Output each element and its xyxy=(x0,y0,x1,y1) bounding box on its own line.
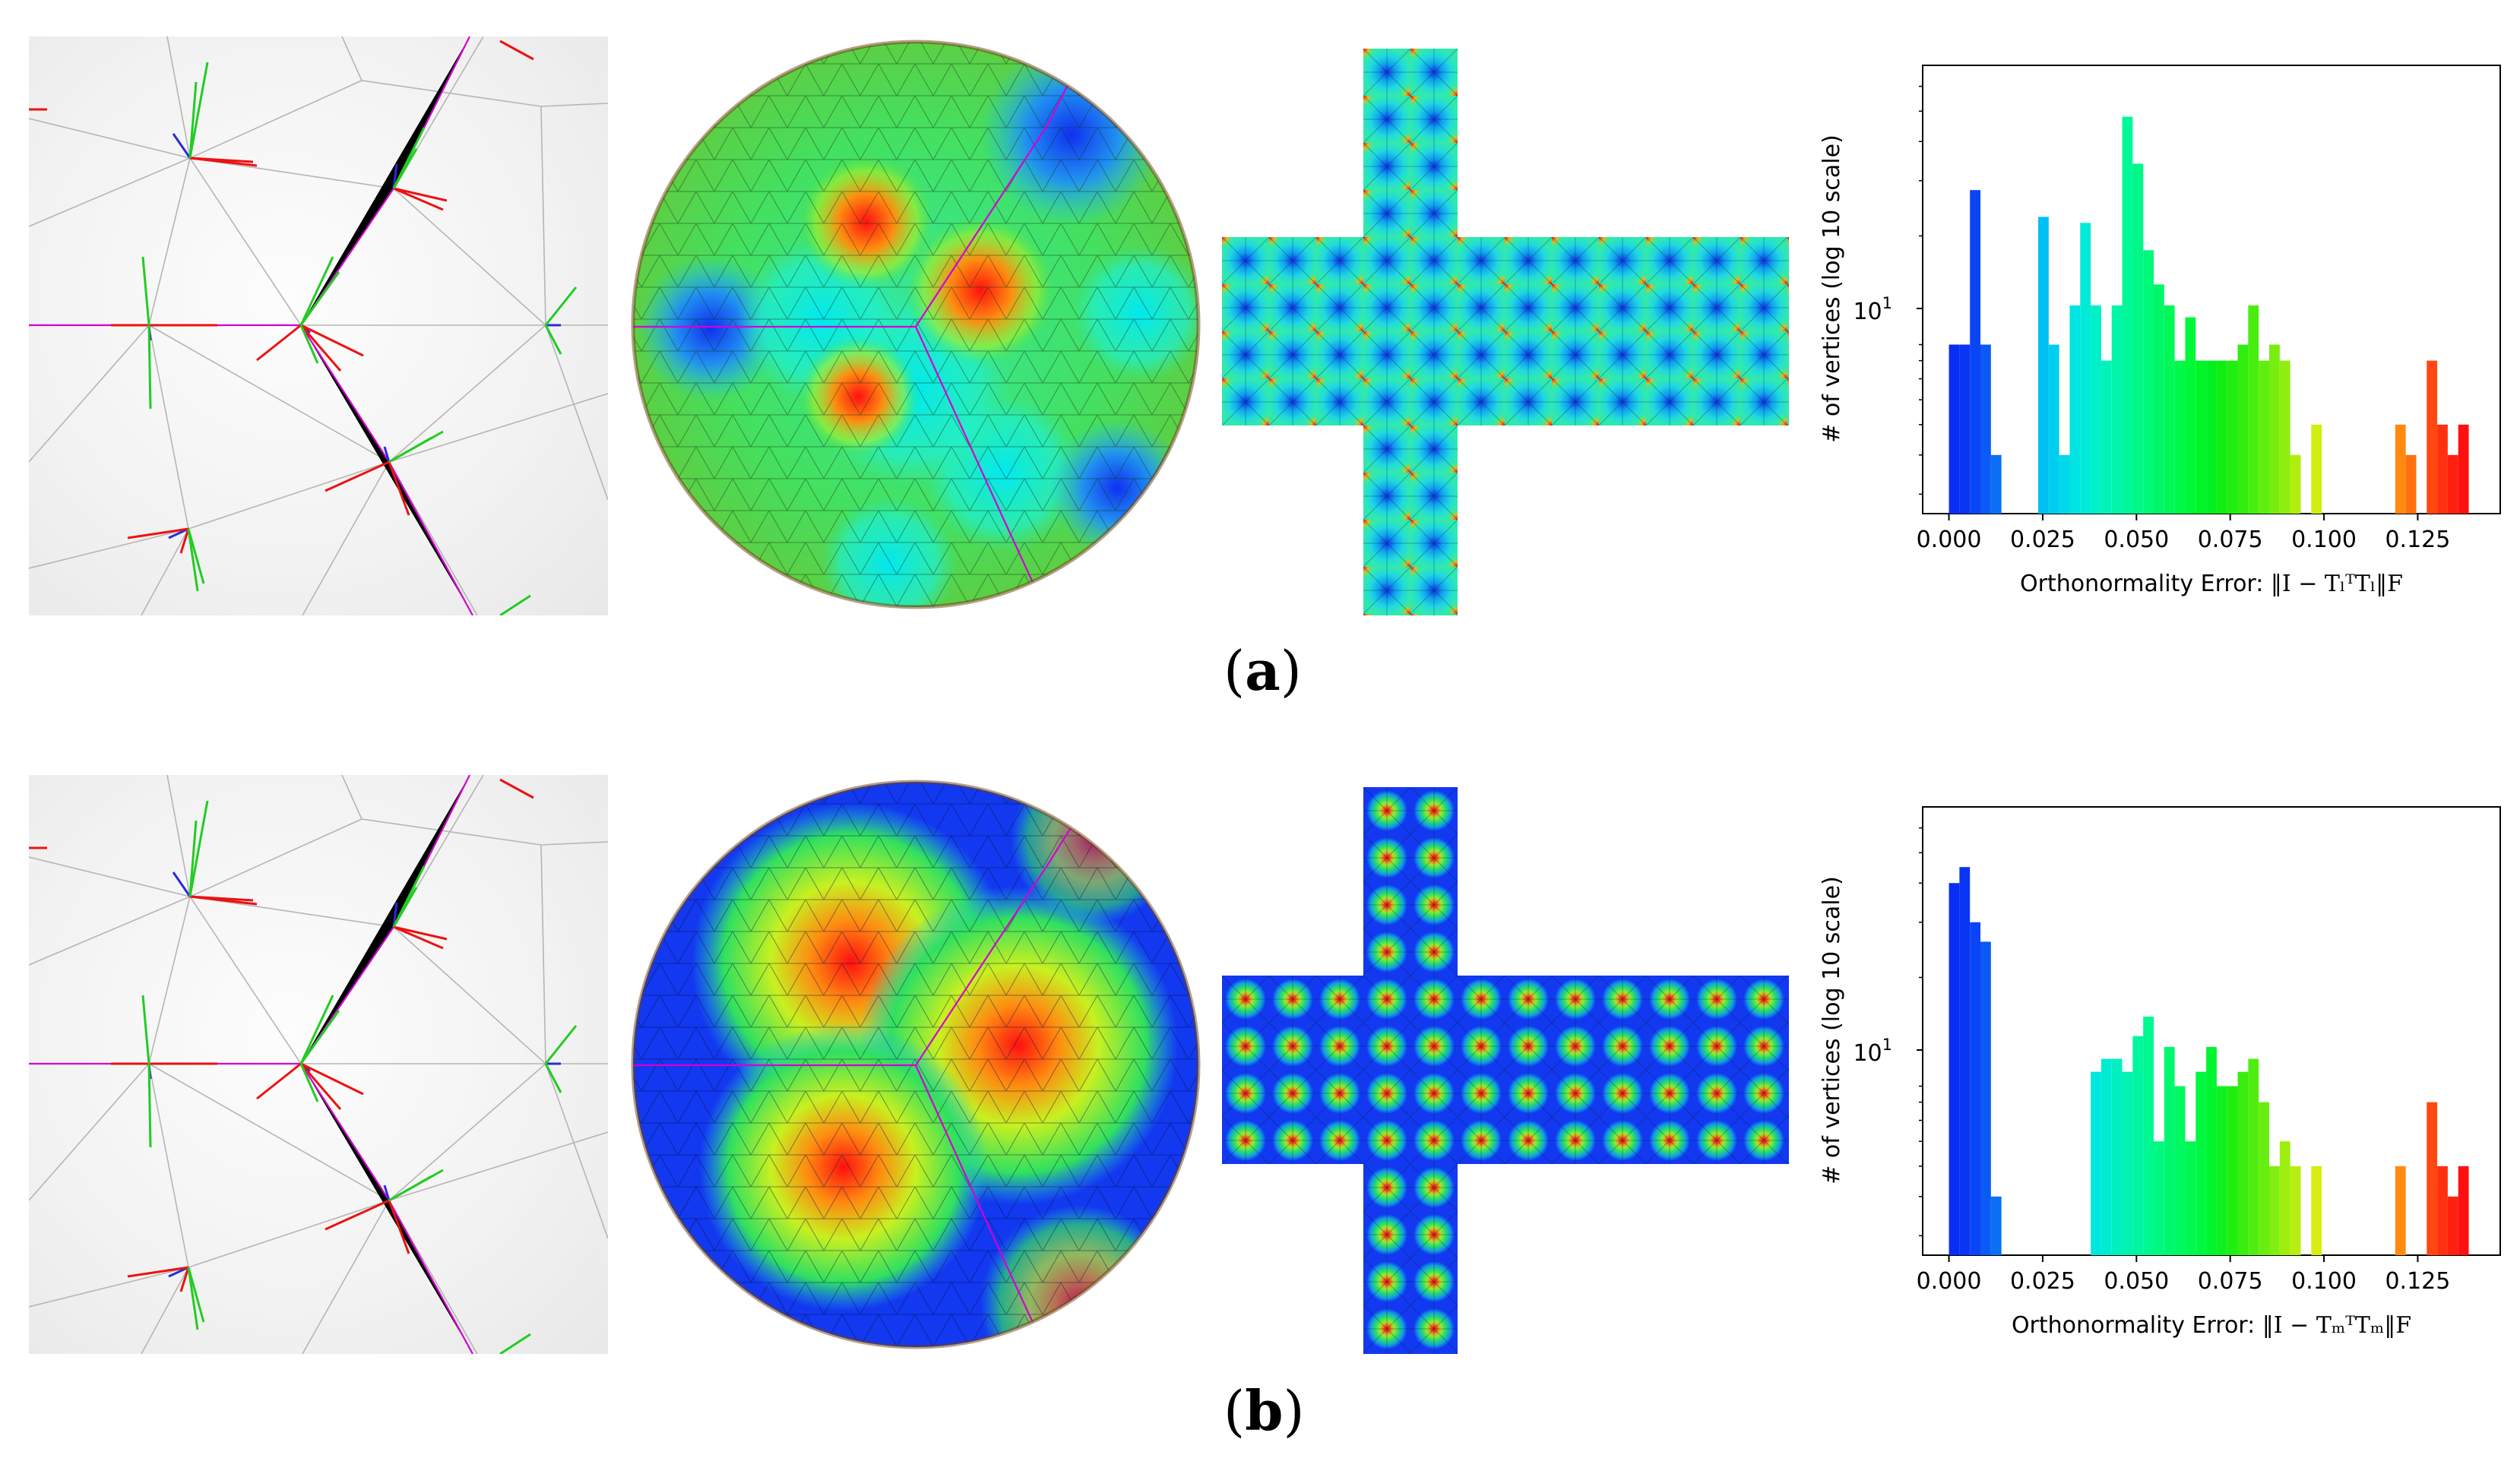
histogram-bar xyxy=(2216,360,2227,514)
histogram-bar xyxy=(2311,424,2322,514)
x-axis-label: Orthonormality Error: ‖I − TₘᵀTₘ‖F xyxy=(2012,1312,2411,1339)
histogram-bar xyxy=(2185,1141,2196,1255)
histogram-bar xyxy=(2216,1086,2227,1255)
histogram-bar xyxy=(2143,250,2154,514)
x-tick-label: 0.050 xyxy=(2104,1268,2169,1295)
x-tick-label: 0.025 xyxy=(2010,1268,2075,1295)
histogram-bar xyxy=(2447,454,2458,514)
histogram-bar xyxy=(2143,1016,2154,1255)
histogram-bar xyxy=(1990,454,2002,514)
histogram-bar xyxy=(2154,1141,2164,1255)
histogram-bar xyxy=(2038,217,2049,514)
histogram-bar xyxy=(2248,305,2259,514)
histogram-a: 0.000 0.025 0.050 0.075 0.100 0.125 101 # of … xyxy=(1809,53,2508,631)
histogram-bar xyxy=(2395,1166,2406,1255)
cube-unfolding-heatmap-a xyxy=(1222,49,1789,615)
histogram-bar xyxy=(2196,360,2207,514)
frame-field-view-b xyxy=(29,775,608,1354)
histogram-bar xyxy=(2174,1086,2186,1255)
histogram-bar xyxy=(1980,344,1991,514)
histogram-bar xyxy=(2111,1058,2123,1255)
histogram-bar xyxy=(1959,344,1971,514)
x-axis-label: Orthonormality Error: ‖I − TₗᵀTₗ‖F xyxy=(2020,571,2403,597)
y-tick-label: 101 xyxy=(1853,294,1892,325)
histogram-bar xyxy=(2269,1166,2280,1255)
histogram-bar xyxy=(1970,922,1980,1255)
histogram-bar xyxy=(2154,284,2164,514)
histogram-b: 0.000 0.025 0.050 0.075 0.100 0.125 101 # of … xyxy=(1809,795,2508,1372)
histogram-bar xyxy=(2237,1071,2249,1255)
histogram-bar xyxy=(2227,1086,2238,1255)
cube-unfolding-heatmap-b xyxy=(1222,787,1789,1354)
histogram-bar xyxy=(1949,344,1960,514)
caption-a: (a) xyxy=(1224,638,1302,703)
x-tick-label: 0.000 xyxy=(1917,1268,1982,1295)
x-tick-label: 0.075 xyxy=(2198,1268,2263,1295)
histogram-bar xyxy=(2458,424,2469,514)
histogram-bar xyxy=(2164,1046,2175,1255)
x-tick-label: 0.100 xyxy=(2291,527,2357,553)
histogram-bar xyxy=(1970,190,1980,514)
histogram-bar xyxy=(2290,454,2301,514)
histogram-bar xyxy=(2164,305,2175,514)
x-tick-label: 0.050 xyxy=(2104,527,2169,553)
histogram-bar xyxy=(1959,867,1971,1255)
histogram-bar xyxy=(2206,1046,2217,1255)
histogram-bar xyxy=(2174,360,2186,514)
histogram-bar xyxy=(2227,360,2238,514)
histogram-bar xyxy=(2437,1166,2448,1255)
caption-b: (b) xyxy=(1224,1378,1305,1443)
histogram-bar xyxy=(2259,360,2269,514)
histogram-bar xyxy=(2248,1058,2259,1255)
sphere-error-heatmap-b xyxy=(623,772,1208,1357)
x-tick-label: 0.000 xyxy=(1917,527,1982,553)
x-tick-label: 0.100 xyxy=(2291,1268,2357,1295)
histogram-bar xyxy=(2122,116,2133,514)
histogram-bar xyxy=(2059,454,2070,514)
histogram-bar xyxy=(1990,1196,2002,1255)
histogram-bar xyxy=(2101,360,2112,514)
x-tick-label: 0.125 xyxy=(2385,527,2450,553)
y-axis-label: # of vertices (log 10 scale) xyxy=(1819,134,1845,443)
x-tick-label: 0.125 xyxy=(2385,1268,2450,1295)
histogram-bar xyxy=(1949,883,1960,1255)
histogram-bar xyxy=(2048,344,2059,514)
histogram-bar xyxy=(2259,1102,2269,1255)
histogram-bar xyxy=(2437,424,2448,514)
histogram-bar xyxy=(2405,454,2417,514)
histogram-bar xyxy=(2111,305,2123,514)
histogram-bar xyxy=(2091,1071,2101,1255)
x-tick-label: 0.025 xyxy=(2010,527,2075,553)
x-tick-label: 0.075 xyxy=(2198,527,2263,553)
histogram-bar xyxy=(2269,344,2280,514)
histogram-bar xyxy=(2279,1141,2290,1255)
histogram-bar xyxy=(2132,163,2144,514)
histogram-bar xyxy=(2458,1166,2469,1255)
histogram-bar xyxy=(2427,1102,2438,1255)
histogram-bar xyxy=(2196,1071,2207,1255)
histogram-bar xyxy=(2069,305,2081,514)
histogram-bar xyxy=(2290,1166,2301,1255)
histogram-bar xyxy=(2080,223,2091,514)
histogram-bar xyxy=(1980,941,1991,1255)
histogram-bar xyxy=(2091,305,2101,514)
y-tick-label: 101 xyxy=(1853,1036,1892,1067)
histogram-bar xyxy=(2122,1071,2133,1255)
histogram-bar xyxy=(2311,1166,2322,1255)
y-axis-label: # of vertices (log 10 scale) xyxy=(1819,876,1845,1185)
histogram-bar xyxy=(2279,360,2290,514)
histogram-bar xyxy=(2447,1196,2458,1255)
sphere-error-heatmap-a xyxy=(623,32,1208,617)
histogram-bar xyxy=(2206,360,2217,514)
frame-field-view-a xyxy=(29,36,608,615)
histogram-bar xyxy=(2185,317,2196,514)
histogram-bar xyxy=(2237,344,2249,514)
histogram-bar xyxy=(2427,360,2438,514)
histogram-bar xyxy=(2132,1036,2144,1255)
histogram-bar xyxy=(2395,424,2406,514)
histogram-bar xyxy=(2101,1058,2112,1255)
